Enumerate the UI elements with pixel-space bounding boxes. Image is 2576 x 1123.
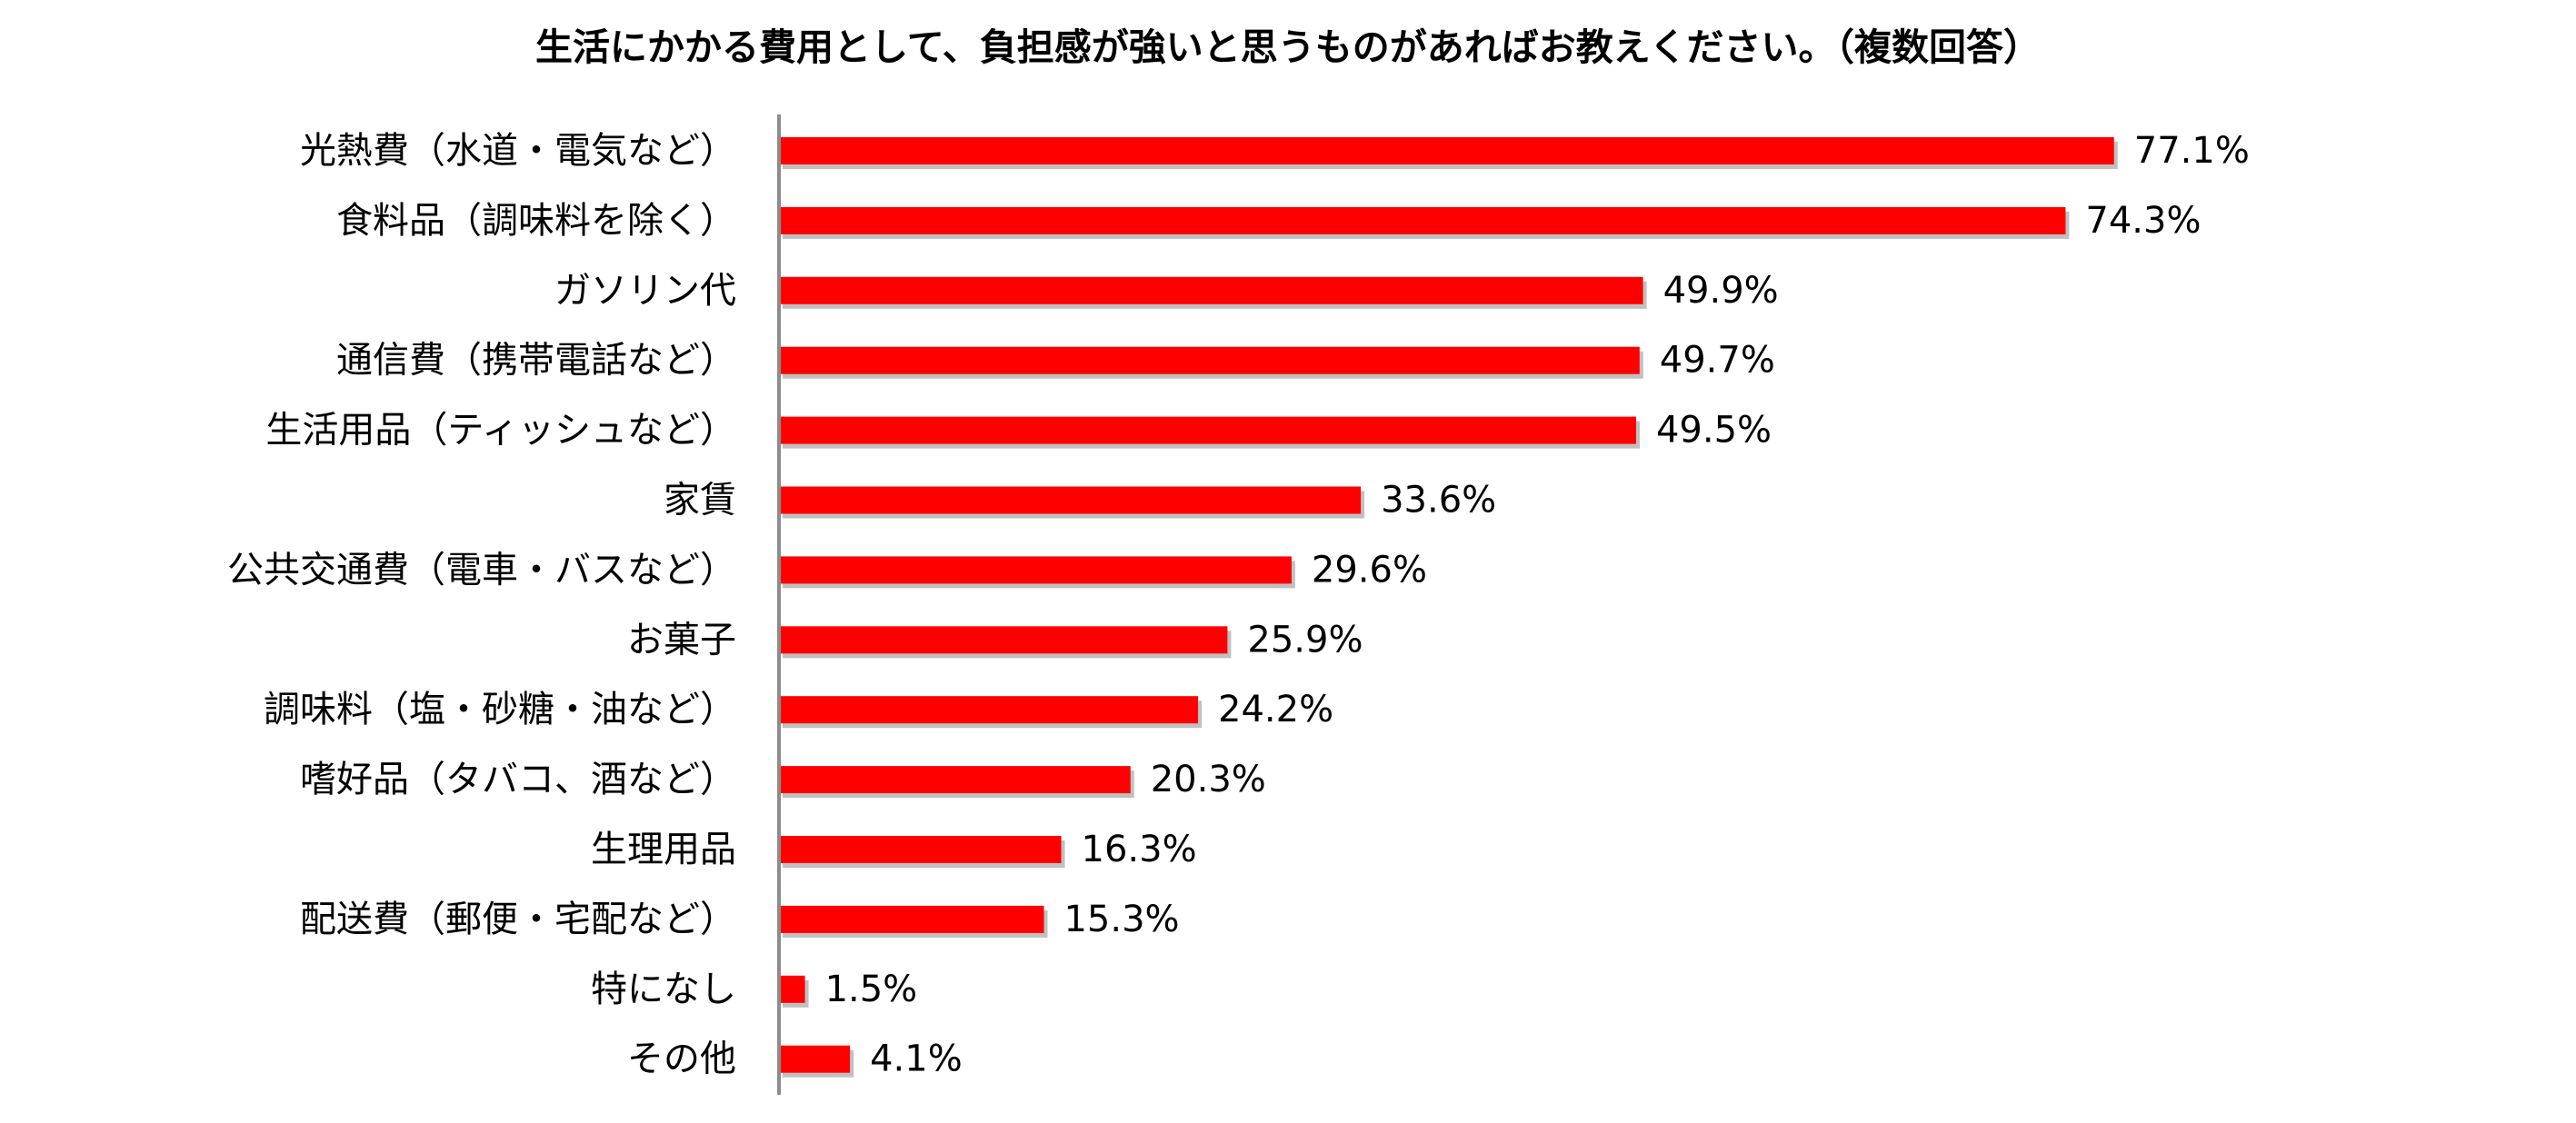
labels-layer: 光熱費（水道・電気など） 77.1% 食料品（調味料を除く） 74.3% ガソリン代 49… <box>227 130 2250 1080</box>
category-label: 家賃 <box>664 480 736 522</box>
value-label: 24.2% <box>1218 689 1333 730</box>
bar <box>779 556 1292 584</box>
value-label: 16.3% <box>1082 829 1197 870</box>
category-label: 特になし <box>591 969 736 1010</box>
bar <box>779 346 1640 374</box>
category-label: 配送費（郵便・宅配など） <box>300 899 736 940</box>
bar <box>779 206 2066 234</box>
bar <box>779 836 1062 863</box>
category-label: 公共交通費（電車・バスなど） <box>227 549 736 591</box>
value-label: 1.5% <box>825 969 918 1010</box>
bar <box>779 137 2114 164</box>
category-label: 食料品（調味料を除く） <box>336 200 736 242</box>
category-label: お菓子 <box>627 619 736 661</box>
value-label: 29.6% <box>1312 549 1427 591</box>
chart-title: 生活にかかる費用として、負担感が強いと思うものがあればお教えください。（複数回答… <box>535 25 2041 69</box>
category-label: 調味料（塩・砂糖・油など） <box>264 689 736 730</box>
value-label: 33.6% <box>1381 480 1496 522</box>
category-label: 生理用品 <box>591 829 736 870</box>
category-label: 生活用品（ティッシュなど） <box>265 410 736 452</box>
bar <box>779 1045 851 1073</box>
value-label: 49.7% <box>1660 340 1775 382</box>
category-label: 嗜好品（タバコ、酒など） <box>300 759 736 800</box>
value-label: 77.1% <box>2134 130 2250 172</box>
value-label: 4.1% <box>870 1039 963 1080</box>
bar <box>779 276 1643 304</box>
bar <box>779 416 1636 444</box>
category-label: 光熱費（水道・電気など） <box>300 130 736 172</box>
category-label: その他 <box>627 1039 736 1080</box>
bar <box>779 766 1131 794</box>
bar <box>779 486 1362 514</box>
bar <box>779 975 805 1003</box>
category-label: 通信費（携帯電話など） <box>336 340 736 382</box>
value-label: 49.5% <box>1656 410 1772 452</box>
bar <box>779 626 1228 654</box>
value-label: 74.3% <box>2085 200 2201 242</box>
value-label: 49.9% <box>1663 270 1779 312</box>
value-label: 20.3% <box>1151 759 1266 800</box>
value-label: 25.9% <box>1247 619 1363 661</box>
value-label: 15.3% <box>1063 899 1179 940</box>
bar <box>779 905 1044 933</box>
bar <box>779 696 1199 724</box>
category-label: ガソリン代 <box>554 270 736 312</box>
bars-layer <box>779 137 2118 1078</box>
